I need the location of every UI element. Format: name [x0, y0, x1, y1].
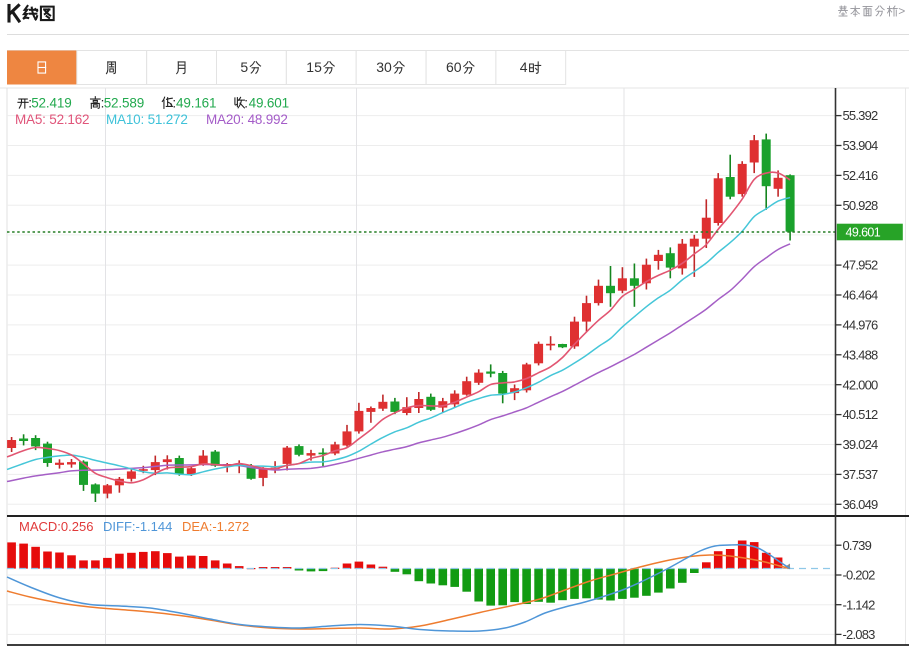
svg-text:55.392: 55.392 [843, 108, 879, 123]
svg-text:44.976: 44.976 [843, 318, 879, 333]
svg-text:-1.142: -1.142 [843, 597, 876, 612]
svg-text:52.416: 52.416 [843, 168, 879, 183]
svg-text:53.904: 53.904 [843, 138, 879, 153]
svg-text:50.928: 50.928 [843, 198, 879, 213]
svg-text:MA20: 48.992: MA20: 48.992 [206, 112, 288, 127]
svg-text:39.024: 39.024 [843, 437, 879, 452]
svg-text:60: 60 [446, 59, 462, 75]
svg-text:15: 15 [306, 59, 322, 75]
svg-text:-2.083: -2.083 [843, 627, 876, 642]
svg-text:37.537: 37.537 [843, 467, 879, 482]
svg-text:>: > [898, 4, 905, 18]
svg-text:DIFF:-1.144: DIFF:-1.144 [103, 519, 172, 534]
svg-text:42.000: 42.000 [843, 377, 879, 392]
svg-text:52.419: 52.419 [31, 96, 71, 111]
svg-text::: : [101, 96, 105, 111]
svg-text:52.589: 52.589 [104, 96, 144, 111]
svg-text::: : [172, 96, 176, 111]
svg-text:49.601: 49.601 [249, 96, 289, 111]
svg-text:DEA:-1.272: DEA:-1.272 [182, 519, 249, 534]
svg-text:MACD:0.256: MACD:0.256 [19, 519, 93, 534]
svg-text:MA5: 52.162: MA5: 52.162 [15, 112, 89, 127]
svg-text:-0.202: -0.202 [843, 568, 876, 583]
svg-text:49.601: 49.601 [846, 226, 881, 240]
svg-text:47.952: 47.952 [843, 258, 879, 273]
svg-text::: : [28, 96, 32, 111]
svg-text:43.488: 43.488 [843, 347, 879, 362]
svg-text:MA10: 51.272: MA10: 51.272 [106, 112, 188, 127]
svg-text::: : [244, 96, 248, 111]
svg-text:40.512: 40.512 [843, 407, 879, 422]
svg-text:49.161: 49.161 [176, 96, 216, 111]
svg-text:30: 30 [376, 59, 392, 75]
svg-text:46.464: 46.464 [843, 288, 879, 303]
svg-text:4: 4 [520, 59, 528, 75]
svg-text:5: 5 [240, 59, 248, 75]
svg-text:36.049: 36.049 [843, 497, 879, 512]
svg-text:0.739: 0.739 [843, 538, 872, 553]
